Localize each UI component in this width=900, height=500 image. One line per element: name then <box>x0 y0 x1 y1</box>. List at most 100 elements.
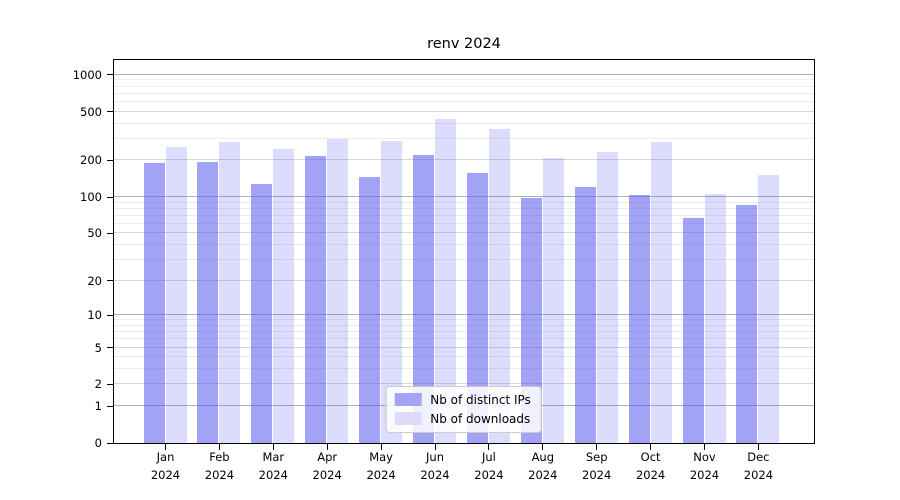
x-tick-mark-aug <box>542 444 544 450</box>
x-tick-label-sep: Sep 2024 <box>582 450 612 482</box>
bar-downloads-oct <box>650 141 672 443</box>
y-tick-mark-0 <box>106 442 113 444</box>
x-tick-mark-dec <box>757 444 759 450</box>
y-tick-label-1000: 1000 <box>72 67 102 82</box>
gridline-10 <box>113 314 814 316</box>
x-tick-mark-sep <box>596 444 598 450</box>
y-tick-label-50: 50 <box>87 226 102 241</box>
bar-downloads-may <box>381 141 403 443</box>
gridline-minor-4 <box>113 356 814 358</box>
y-tick-mark-1000 <box>106 74 113 76</box>
bar-downloads-apr <box>327 138 349 443</box>
bar-distinct-ips-sep <box>574 186 596 443</box>
x-tick-label-may: May 2024 <box>366 450 396 482</box>
bar-downloads-feb <box>219 141 241 443</box>
bar-distinct-ips-mar <box>251 184 273 443</box>
gridline-minor-40 <box>113 244 814 246</box>
gridline-20 <box>113 279 814 281</box>
bar-downloads-jul <box>488 128 510 443</box>
gridline-minor-900 <box>113 79 814 81</box>
y-tick-label-1: 1 <box>94 399 102 414</box>
bar-distinct-ips-aug <box>520 198 542 443</box>
y-tick-mark-500 <box>106 111 113 113</box>
bar-downloads-dec <box>758 175 780 443</box>
bar-distinct-ips-feb <box>197 161 219 443</box>
y-tick-mark-2 <box>106 383 113 385</box>
bar-downloads-mar <box>273 149 295 443</box>
bar-distinct-ips-oct <box>628 195 650 443</box>
bar-downloads-aug <box>542 157 564 443</box>
x-tick-label-jan: Jan 2024 <box>150 450 181 482</box>
x-tick-mark-nov <box>704 444 705 450</box>
gridline-1000 <box>113 73 814 75</box>
y-tick-mark-1 <box>106 405 113 407</box>
x-tick-label-jul: Jul 2024 <box>474 450 504 482</box>
y-tick-mark-20 <box>106 280 113 282</box>
legend-row-distinct-ips: Nb of distinct IPs <box>394 393 531 407</box>
legend-row-downloads: Nb of downloads <box>394 412 531 426</box>
gridline-minor-400 <box>113 122 814 124</box>
bar-distinct-ips-jan <box>143 162 165 443</box>
gridline-50 <box>113 232 814 234</box>
bar-distinct-ips-nov <box>682 217 704 443</box>
y-tick-label-5: 5 <box>94 340 102 355</box>
legend: Nb of distinct IPs Nb of downloads <box>385 385 542 433</box>
y-tick-mark-5 <box>106 347 113 349</box>
gridline-5 <box>113 346 814 348</box>
gridline-minor-3 <box>113 368 814 370</box>
gridline-minor-30 <box>113 259 814 261</box>
x-tick-mark-jan <box>165 444 166 450</box>
gridline-minor-7 <box>113 331 814 333</box>
x-tick-mark-feb <box>218 444 220 450</box>
bar-distinct-ips-jun <box>413 154 434 443</box>
legend-label-distinct-ips: Nb of distinct IPs <box>430 392 531 407</box>
chart-title: renv 2024 <box>427 36 501 52</box>
bar-distinct-ips-dec <box>736 205 758 443</box>
x-tick-mark-jul <box>488 444 490 450</box>
gridline-minor-600 <box>113 101 814 103</box>
legend-label-downloads: Nb of downloads <box>430 411 531 426</box>
bar-downloads-nov <box>704 193 726 443</box>
x-tick-mark-jun <box>434 444 436 450</box>
bar-downloads-jun <box>435 119 456 443</box>
x-tick-mark-mar <box>272 444 274 450</box>
bar-distinct-ips-apr <box>305 155 327 443</box>
x-tick-label-dec: Dec 2024 <box>743 450 774 482</box>
gridline-minor-700 <box>113 92 814 94</box>
gridline-minor-70 <box>113 214 814 216</box>
x-tick-label-oct: Oct 2024 <box>635 450 666 482</box>
gridline-100 <box>113 196 814 198</box>
y-tick-mark-100 <box>106 196 113 198</box>
gridline-minor-6 <box>113 338 814 340</box>
y-tick-label-200: 200 <box>80 153 102 168</box>
x-tick-label-nov: Nov 2024 <box>689 450 720 482</box>
y-tick-mark-50 <box>106 232 113 234</box>
gridline-minor-800 <box>113 85 814 87</box>
y-tick-label-100: 100 <box>80 190 102 205</box>
legend-swatch-distinct-ips <box>394 393 422 406</box>
gridline-minor-80 <box>113 207 814 209</box>
y-tick-mark-10 <box>106 314 113 316</box>
x-tick-label-mar: Mar 2024 <box>258 450 288 482</box>
gridline-minor-8 <box>113 324 814 326</box>
x-tick-label-aug: Aug 2024 <box>528 450 558 482</box>
x-tick-mark-apr <box>326 444 328 450</box>
gridline-minor-90 <box>113 201 814 203</box>
bar-distinct-ips-may <box>359 177 381 443</box>
plot-area: Nb of distinct IPs Nb of downloads <box>112 58 815 444</box>
gridline-minor-60 <box>113 222 814 224</box>
y-tick-label-20: 20 <box>87 273 102 288</box>
legend-swatch-downloads <box>394 412 422 425</box>
bar-downloads-jan <box>165 146 187 443</box>
y-tick-label-500: 500 <box>80 104 102 119</box>
gridline-minor-9 <box>113 319 814 321</box>
y-tick-label-10: 10 <box>87 308 102 323</box>
x-tick-mark-may <box>380 444 382 450</box>
x-tick-mark-oct <box>650 444 652 450</box>
gridline-minor-300 <box>113 137 814 139</box>
x-tick-label-apr: Apr 2024 <box>312 450 342 482</box>
x-tick-label-jun: Jun 2024 <box>420 450 450 482</box>
x-tick-label-feb: Feb 2024 <box>204 450 235 482</box>
gridline-500 <box>113 110 814 112</box>
